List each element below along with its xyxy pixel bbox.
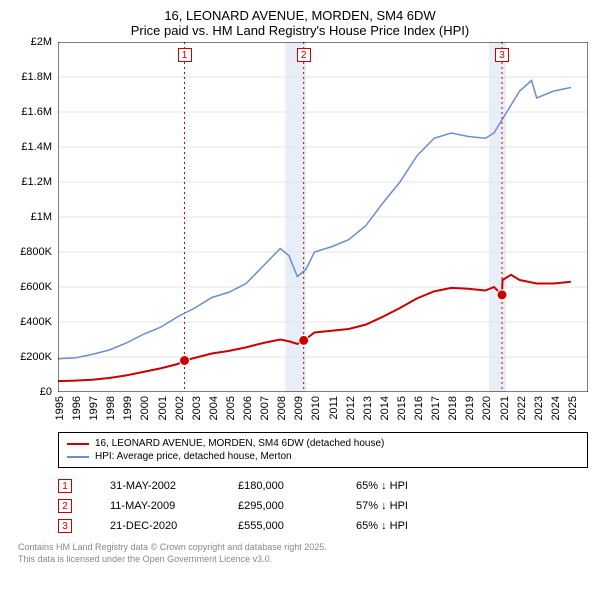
sale-delta: 65% ↓ HPI	[356, 520, 408, 532]
chart-svg	[58, 42, 588, 392]
table-row: 1 31-MAY-2002 £180,000 65% ↓ HPI	[58, 476, 588, 496]
event-marker-badge: 3	[495, 48, 509, 62]
y-tick-label: £2M	[31, 36, 52, 48]
y-tick-label: £200K	[20, 351, 52, 363]
x-tick-label: 1998	[105, 396, 117, 420]
x-tick-label: 2010	[310, 396, 322, 420]
row-marker-badge: 2	[58, 499, 72, 513]
legend-item: 16, LEONARD AVENUE, MORDEN, SM4 6DW (det…	[67, 437, 579, 450]
event-marker-badge: 1	[178, 48, 192, 62]
x-tick-label: 2018	[447, 396, 459, 420]
x-tick-label: 2002	[174, 396, 186, 420]
x-tick-label: 2014	[379, 396, 391, 420]
legend-item: HPI: Average price, detached house, Mert…	[67, 450, 579, 463]
x-tick-label: 2005	[225, 396, 237, 420]
attribution-line-1: Contains HM Land Registry data © Crown c…	[18, 542, 588, 554]
y-tick-label: £1M	[31, 211, 52, 223]
sale-price: £180,000	[238, 480, 318, 492]
sale-date: 11-MAY-2009	[110, 500, 200, 512]
sale-date: 31-MAY-2002	[110, 480, 200, 492]
title-line-2: Price paid vs. HM Land Registry's House …	[0, 23, 600, 38]
x-tick-label: 1997	[88, 396, 100, 420]
x-tick-label: 2025	[567, 396, 579, 420]
x-tick-label: 2006	[242, 396, 254, 420]
sale-price: £555,000	[238, 520, 318, 532]
table-row: 2 11-MAY-2009 £295,000 57% ↓ HPI	[58, 496, 588, 516]
y-tick-label: £800K	[20, 246, 52, 258]
x-tick-label: 2012	[345, 396, 357, 420]
x-tick-label: 2023	[533, 396, 545, 420]
x-tick-label: 2000	[139, 396, 151, 420]
chart-plot-area: £0£200K£400K£600K£800K£1M£1.2M£1.4M£1.6M…	[58, 42, 588, 392]
title-line-1: 16, LEONARD AVENUE, MORDEN, SM4 6DW	[0, 8, 600, 23]
y-tick-label: £0	[40, 386, 52, 398]
legend-swatch	[67, 456, 89, 458]
y-tick-label: £1.4M	[21, 141, 52, 153]
x-tick-label: 2024	[550, 396, 562, 420]
sale-date: 21-DEC-2020	[110, 520, 200, 532]
table-row: 3 21-DEC-2020 £555,000 65% ↓ HPI	[58, 516, 588, 536]
x-tick-label: 1999	[122, 396, 134, 420]
x-tick-label: 2013	[362, 396, 374, 420]
y-tick-label: £400K	[20, 316, 52, 328]
x-tick-label: 2021	[499, 396, 511, 420]
x-tick-label: 2008	[276, 396, 288, 420]
sale-price: £295,000	[238, 500, 318, 512]
y-tick-label: £1.8M	[21, 71, 52, 83]
sales-table: 1 31-MAY-2002 £180,000 65% ↓ HPI 2 11-MAY-200…	[58, 476, 588, 536]
x-tick-label: 1995	[54, 396, 66, 420]
legend: 16, LEONARD AVENUE, MORDEN, SM4 6DW (det…	[58, 432, 588, 468]
legend-label: HPI: Average price, detached house, Mert…	[95, 451, 292, 462]
x-tick-label: 1996	[71, 396, 83, 420]
x-tick-label: 2011	[328, 396, 340, 420]
event-marker-badge: 2	[297, 48, 311, 62]
attribution: Contains HM Land Registry data © Crown c…	[18, 542, 588, 565]
y-tick-label: £600K	[20, 281, 52, 293]
chart-title: 16, LEONARD AVENUE, MORDEN, SM4 6DW Pric…	[0, 0, 600, 42]
x-tick-label: 2007	[259, 396, 271, 420]
x-tick-label: 2019	[464, 396, 476, 420]
x-tick-label: 2016	[413, 396, 425, 420]
y-tick-label: £1.6M	[21, 106, 52, 118]
x-tick-label: 2001	[157, 396, 169, 420]
x-tick-label: 2022	[516, 396, 528, 420]
legend-label: 16, LEONARD AVENUE, MORDEN, SM4 6DW (det…	[95, 438, 384, 449]
x-tick-label: 2017	[430, 396, 442, 420]
legend-swatch	[67, 443, 89, 445]
x-tick-label: 2020	[481, 396, 493, 420]
x-tick-label: 2004	[208, 396, 220, 420]
sale-delta: 57% ↓ HPI	[356, 500, 408, 512]
row-marker-badge: 1	[58, 479, 72, 493]
row-marker-badge: 3	[58, 519, 72, 533]
y-tick-label: £1.2M	[21, 176, 52, 188]
sale-delta: 65% ↓ HPI	[356, 480, 408, 492]
x-tick-label: 2003	[191, 396, 203, 420]
attribution-line-2: This data is licensed under the Open Gov…	[18, 554, 588, 566]
x-tick-label: 2009	[293, 396, 305, 420]
x-tick-label: 2015	[396, 396, 408, 420]
